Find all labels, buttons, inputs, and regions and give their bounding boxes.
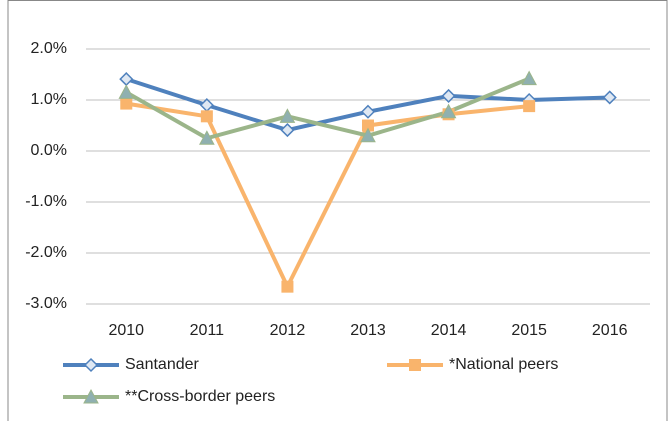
- marker: [523, 100, 536, 113]
- x-tick-label: 2011: [190, 322, 225, 339]
- x-tick-label: 2016: [592, 322, 628, 339]
- x-tick-label: 2013: [350, 322, 386, 339]
- y-tick-label: -1.0%: [25, 193, 67, 210]
- marker: [279, 108, 296, 123]
- x-tick-label: 2012: [270, 322, 306, 339]
- marker: [521, 70, 537, 86]
- legend-label: *National peers: [449, 356, 558, 373]
- x-tick-label: 2014: [431, 322, 467, 339]
- marker: [409, 359, 421, 371]
- marker: [441, 88, 456, 103]
- y-tick-label: -2.0%: [25, 244, 67, 261]
- marker: [360, 104, 376, 119]
- marker: [281, 280, 294, 293]
- series-line: [125, 101, 530, 289]
- legend-label: **Cross-border peers: [125, 388, 275, 405]
- x-tick-label: 2015: [511, 322, 547, 339]
- y-tick-label: -3.0%: [25, 295, 67, 312]
- marker: [362, 119, 374, 132]
- marker: [119, 72, 134, 87]
- y-tick-label: 2.0%: [31, 40, 67, 57]
- marker: [120, 97, 133, 110]
- marker: [200, 110, 213, 123]
- y-tick-label: 1.0%: [31, 91, 67, 108]
- y-tick-label: 0.0%: [31, 142, 67, 159]
- series-line: [125, 76, 530, 141]
- marker: [118, 84, 135, 99]
- marker: [280, 123, 295, 138]
- marker: [602, 90, 617, 105]
- marker: [83, 357, 99, 373]
- frame: [7, 0, 668, 421]
- marker: [440, 103, 457, 119]
- x-tick-label: 2010: [108, 322, 144, 339]
- marker: [199, 130, 215, 145]
- marker: [360, 127, 376, 143]
- legend-label: Santander: [125, 356, 200, 373]
- marker: [83, 388, 99, 404]
- marker: [199, 98, 214, 113]
